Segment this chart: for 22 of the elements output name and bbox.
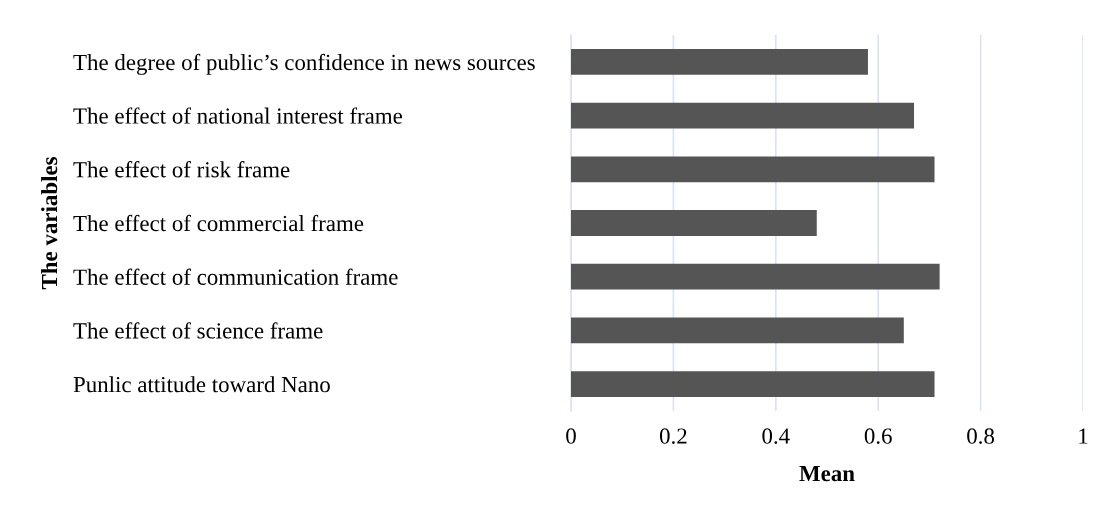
y-tick-label: The effect of commercial frame: [73, 214, 364, 232]
x-tick-label: 0.6: [864, 428, 892, 444]
y-tick-label: The effect of national interest frame: [73, 107, 403, 124]
x-axis-title: Mean: [799, 466, 855, 482]
bar: [571, 371, 935, 398]
y-tick-label: The effect of risk frame: [73, 161, 290, 178]
bar: [571, 317, 904, 344]
bar: [571, 48, 868, 75]
x-tick-label: 0.2: [659, 428, 687, 444]
y-tick-label: Punlic attitude toward Nano: [73, 376, 330, 393]
y-axis-title: The variables: [41, 157, 58, 290]
x-tick-label: 0: [566, 428, 576, 444]
y-tick-label: The degree of public’s confidence in news sources: [73, 53, 535, 75]
x-tick-label: 1: [1079, 428, 1088, 444]
bar: [571, 102, 915, 129]
x-tick-label: 0.8: [967, 428, 995, 444]
bar: [571, 156, 935, 183]
y-tick-label: The effect of science frame: [73, 322, 323, 339]
x-tick-label: 0.4: [762, 428, 790, 444]
y-tick-label: The effect of communication frame: [73, 268, 398, 285]
bar: [571, 210, 817, 236]
bar: [571, 263, 940, 290]
